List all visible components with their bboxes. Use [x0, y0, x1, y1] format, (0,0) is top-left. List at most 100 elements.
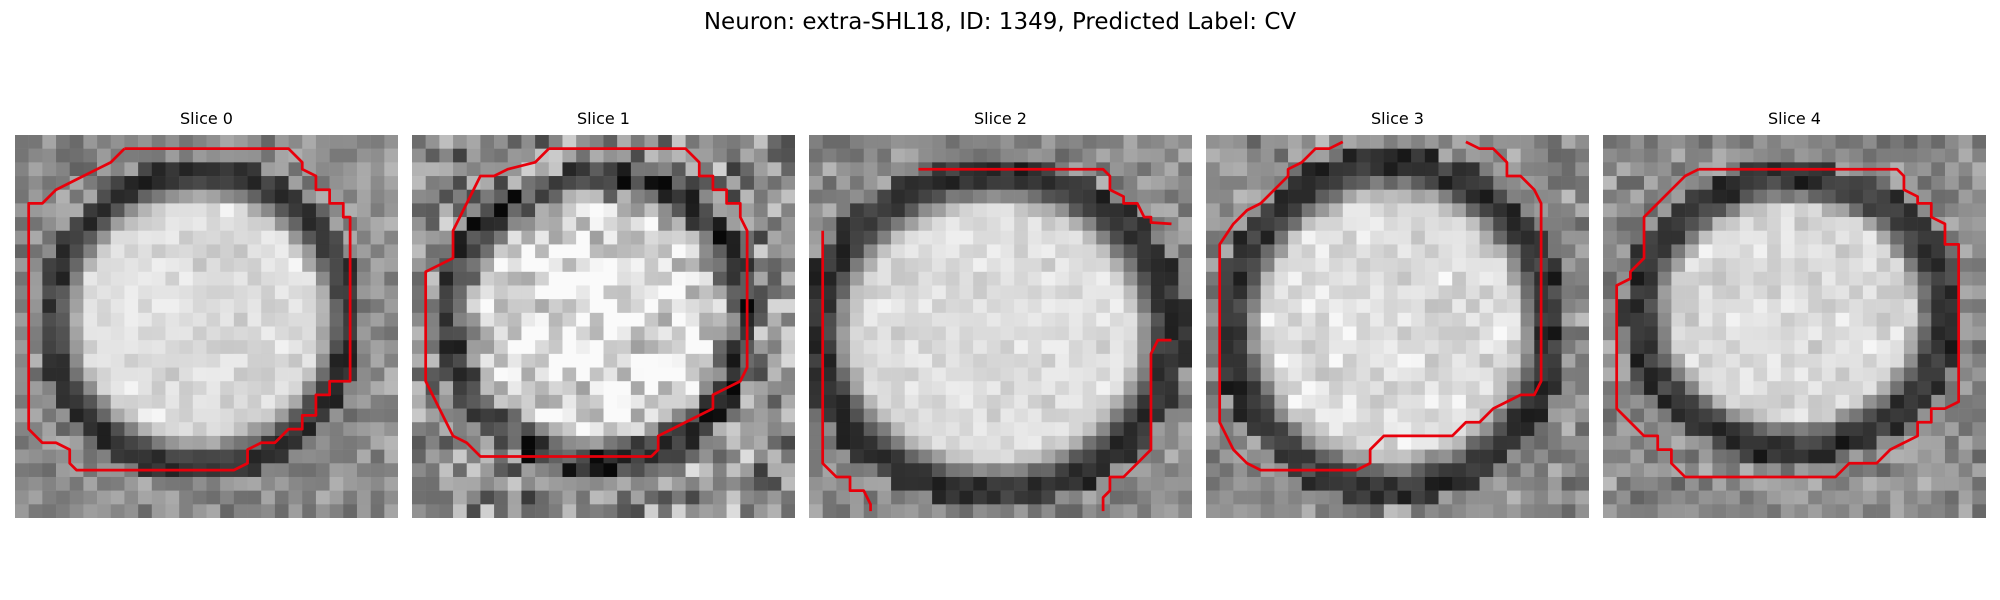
image-pixel — [891, 299, 906, 314]
image-pixel — [644, 422, 659, 437]
image-pixel — [1096, 176, 1111, 190]
image-pixel — [1493, 381, 1508, 396]
image-pixel — [1233, 340, 1248, 355]
image-pixel — [165, 422, 180, 437]
image-pixel — [1944, 135, 1959, 149]
image-pixel — [412, 394, 426, 409]
image-pixel — [28, 340, 43, 355]
image-pixel — [589, 176, 604, 190]
image-pixel — [521, 230, 536, 245]
image-pixel — [726, 135, 741, 149]
image-pixel — [781, 326, 795, 341]
image-pixel — [110, 244, 125, 259]
image-pixel — [83, 271, 98, 286]
image-pixel — [1520, 203, 1535, 218]
image-pixel — [1917, 408, 1932, 423]
image-pixel — [1835, 312, 1850, 327]
image-pixel — [1712, 244, 1727, 259]
image-pixel — [726, 394, 741, 409]
image-pixel — [1506, 408, 1521, 423]
image-pixel — [1616, 162, 1631, 177]
image-pixel — [1534, 189, 1549, 204]
image-pixel — [1712, 504, 1727, 518]
image-pixel — [124, 230, 139, 245]
image-pixel — [1438, 148, 1453, 163]
image-pixel — [83, 244, 98, 259]
image-pixel — [1917, 353, 1932, 368]
image-pixel — [247, 230, 262, 245]
image-pixel — [1493, 463, 1508, 478]
image-pixel — [165, 435, 180, 450]
image-pixel — [1808, 449, 1823, 464]
image-pixel — [1356, 217, 1371, 232]
image-pixel — [603, 217, 618, 232]
image-pixel — [247, 135, 262, 149]
image-pixel — [1876, 285, 1891, 300]
image-pixel — [1123, 148, 1138, 163]
image-pixel — [1657, 285, 1672, 300]
image-pixel — [1288, 271, 1303, 286]
image-pixel — [1438, 490, 1453, 505]
image-pixel — [1944, 162, 1959, 177]
image-pixel — [83, 381, 98, 396]
image-pixel — [781, 230, 795, 245]
image-pixel — [1767, 176, 1782, 190]
image-pixel — [343, 435, 358, 450]
image-pixel — [28, 463, 43, 478]
image-pixel — [1000, 490, 1015, 505]
image-pixel — [1219, 285, 1234, 300]
image-pixel — [1808, 271, 1823, 286]
image-pixel — [1356, 176, 1371, 190]
image-pixel — [1493, 271, 1508, 286]
image-pixel — [1329, 476, 1344, 491]
image-pixel — [1383, 271, 1398, 286]
image-pixel — [932, 244, 947, 259]
image-pixel — [1520, 367, 1535, 382]
image-pixel — [1438, 422, 1453, 437]
image-pixel — [1698, 148, 1713, 163]
image-pixel — [740, 176, 755, 190]
image-pixel — [1685, 340, 1700, 355]
image-pixel — [192, 189, 207, 204]
image-pixel — [83, 189, 98, 204]
image-pixel — [630, 312, 645, 327]
image-pixel — [1917, 449, 1932, 464]
image-pixel — [1411, 326, 1426, 341]
image-pixel — [1465, 422, 1480, 437]
image-pixel — [356, 408, 371, 423]
image-pixel — [261, 381, 276, 396]
image-pixel — [274, 381, 289, 396]
image-pixel — [151, 394, 166, 409]
image-pixel — [110, 422, 125, 437]
image-pixel — [343, 422, 358, 437]
image-pixel — [439, 408, 454, 423]
image-pixel — [56, 381, 70, 396]
image-pixel — [1274, 422, 1289, 437]
image-pixel — [863, 203, 878, 218]
image-pixel — [1315, 230, 1330, 245]
image-pixel — [1288, 162, 1303, 177]
image-pixel — [877, 353, 892, 368]
image-pixel — [1219, 353, 1234, 368]
image-pixel — [261, 476, 276, 491]
image-pixel — [973, 271, 988, 286]
image-pixel — [1027, 476, 1042, 491]
image-pixel — [521, 271, 536, 286]
image-pixel — [1671, 258, 1686, 273]
image-pixel — [494, 353, 509, 368]
image-pixel — [1233, 353, 1248, 368]
image-pixel — [28, 162, 43, 177]
image-pixel — [822, 203, 837, 218]
image-pixel — [1096, 463, 1111, 478]
image-pixel — [69, 189, 84, 204]
image-pixel — [712, 326, 727, 341]
image-pixel — [1288, 244, 1303, 259]
image-pixel — [247, 490, 262, 505]
image-pixel — [1068, 312, 1083, 327]
image-pixel — [1493, 258, 1508, 273]
image-pixel — [466, 244, 481, 259]
image-pixel — [453, 217, 467, 232]
image-pixel — [15, 299, 29, 314]
image-pixel — [1164, 217, 1179, 232]
image-pixel — [1411, 203, 1426, 218]
